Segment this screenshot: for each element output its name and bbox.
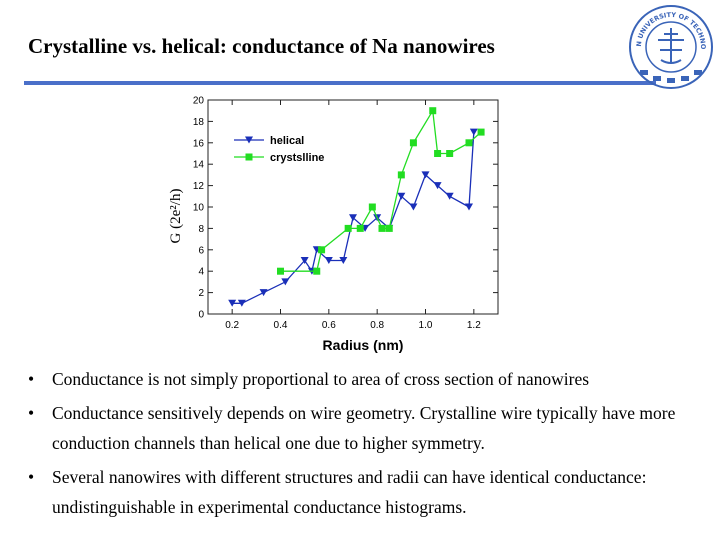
data-point-1 <box>277 267 284 275</box>
bullet-list: • Conductance is not simply proportional … <box>28 364 698 526</box>
data-point-1 <box>378 224 386 232</box>
data-point-1 <box>313 267 321 275</box>
university-seal-icon: DALIAN UNIVERSITY OF TECHNOLOGY <box>628 4 713 89</box>
y-tick-label: 8 <box>198 224 204 235</box>
legend-label: helical <box>270 135 304 147</box>
legend-marker <box>245 136 253 144</box>
series-line-1 <box>280 108 482 272</box>
x-axis-label: Radius (nm) <box>323 337 404 353</box>
data-point-1 <box>368 203 376 211</box>
x-tick-label: 1.2 <box>467 320 481 331</box>
y-tick-label: 18 <box>193 117 205 128</box>
data-point-1 <box>477 128 485 136</box>
data-point-0 <box>324 257 333 264</box>
data-point-1 <box>409 139 417 147</box>
data-point-0 <box>339 257 348 264</box>
legend-marker <box>245 153 253 161</box>
x-tick-label: 0.8 <box>370 320 384 331</box>
title-underline <box>24 81 656 85</box>
x-tick-label: 0.6 <box>322 320 336 331</box>
y-tick-label: 20 <box>193 96 205 107</box>
conductance-chart: 0.2 0.4 0.6 0.8 1.0 1.2 0 2 4 6 8 10 12 14 16 18 20 heli… <box>168 96 499 353</box>
data-point-0 <box>469 128 478 136</box>
data-point-1 <box>385 224 393 232</box>
data-point-0 <box>237 299 246 307</box>
y-tick-label: 0 <box>198 310 204 321</box>
data-point-1 <box>434 150 442 157</box>
data-point-1 <box>446 150 454 157</box>
slide-title: Crystalline vs. helical: conductance of … <box>28 34 495 58</box>
bullet-item: • Conductance sensitively depends on wire… <box>28 398 698 458</box>
bullet-marker: • <box>28 403 35 423</box>
data-point-0 <box>397 192 406 200</box>
data-point-1 <box>397 171 405 179</box>
bullet-marker: • <box>28 369 35 389</box>
bullet-text: Conductance sensitively depends on wire … <box>52 403 676 453</box>
y-tick-label: 2 <box>198 288 204 299</box>
data-point-1 <box>318 246 326 254</box>
plot-frame <box>207 99 499 315</box>
data-point-0 <box>281 278 290 286</box>
data-point-0 <box>445 192 454 200</box>
y-tick-label: 6 <box>198 245 204 256</box>
data-point-1 <box>465 139 473 147</box>
y-axis-label: G (2e²/h) <box>168 189 184 244</box>
data-point-0 <box>465 203 473 211</box>
data-point-0 <box>421 171 430 179</box>
data-point-1 <box>356 224 364 232</box>
x-tick-label: 0.4 <box>274 320 288 331</box>
bullet-text: Conductance is not simply proportional t… <box>52 369 590 389</box>
data-point-0 <box>300 257 309 264</box>
x-tick-label: 0.2 <box>225 320 239 331</box>
data-point-1 <box>429 107 437 115</box>
data-point-1 <box>344 224 352 232</box>
bullet-marker: • <box>28 467 35 487</box>
x-tick-label: 1.0 <box>419 320 433 331</box>
y-tick-label: 12 <box>193 181 205 192</box>
legend-label: crystslline <box>270 152 324 164</box>
data-point-0 <box>409 203 418 211</box>
data-point-0 <box>228 299 237 307</box>
bullet-text: Several nanowires with different structu… <box>52 467 647 517</box>
y-tick-label: 10 <box>193 203 205 214</box>
y-tick-label: 4 <box>198 267 204 278</box>
y-tick-label: 14 <box>193 160 205 171</box>
bullet-item: • Conductance is not simply proportional … <box>28 364 698 394</box>
data-point-0 <box>349 214 357 222</box>
data-point-0 <box>259 289 268 297</box>
data-point-0 <box>433 182 442 190</box>
bullet-item: • Several nanowires with different struct… <box>28 462 698 522</box>
y-tick-label: 16 <box>193 138 205 149</box>
